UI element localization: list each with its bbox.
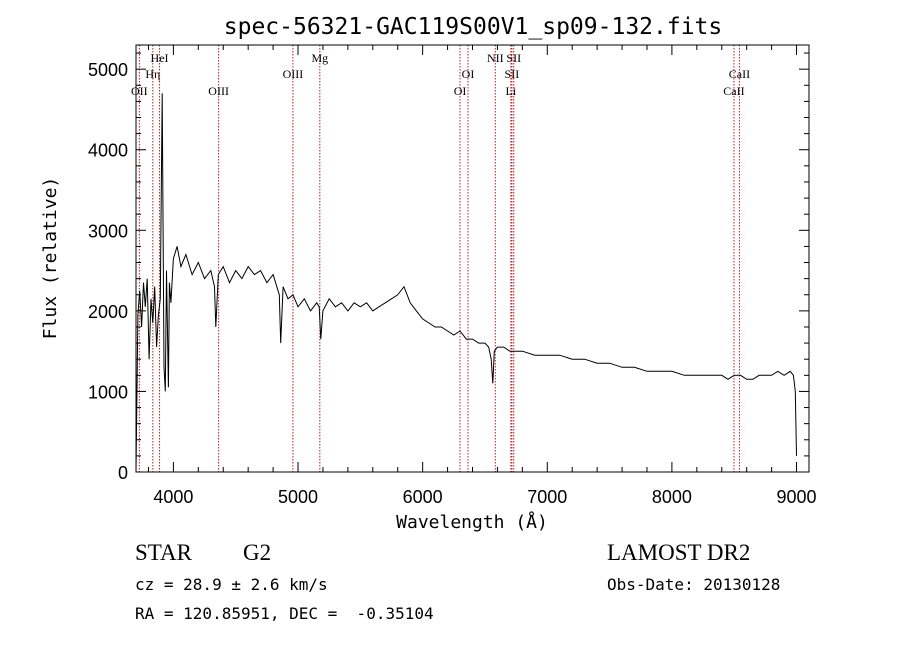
y-tick-label: 2000 xyxy=(88,302,128,322)
y-tick-label: 1000 xyxy=(88,382,128,402)
redshift-cz: cz = 28.9 ± 2.6 km/s xyxy=(135,575,328,594)
x-tick-label: 9000 xyxy=(777,487,817,507)
object-class: STAR xyxy=(135,540,192,565)
object-subclass: G2 xyxy=(243,540,272,565)
y-tick-label: 5000 xyxy=(88,60,128,80)
chart-title: spec-56321-GAC119S00V1_sp09-132.fits xyxy=(224,14,723,40)
line-label-1: Hη xyxy=(145,67,160,81)
line-label-9: SII xyxy=(505,67,520,81)
line-label-10: SII xyxy=(506,51,521,65)
line-label-13: CaII xyxy=(729,67,750,81)
spectrum-line xyxy=(135,93,797,473)
x-tick-label: 4000 xyxy=(153,487,193,507)
line-label-5: Mg xyxy=(311,51,328,65)
observation-date: Obs-Date: 20130128 xyxy=(607,575,781,594)
line-label-4: OIII xyxy=(283,67,304,81)
axis-ticks: 4000 5000 6000 7000 8000 9000 0 1000 2000 3000 400… xyxy=(88,45,817,507)
x-tick-label: 7000 xyxy=(527,487,567,507)
line-label-2: HeI xyxy=(151,51,169,65)
line-label-0: OII xyxy=(131,84,148,98)
y-tick-label: 4000 xyxy=(88,141,128,161)
x-tick-label: 6000 xyxy=(403,487,443,507)
line-label-3: OIII xyxy=(208,84,229,98)
line-label-8: NII xyxy=(487,51,504,65)
x-tick-label: 8000 xyxy=(652,487,692,507)
coordinates: RA = 120.85951, DEC = -0.35104 xyxy=(135,604,434,623)
y-tick-label: 3000 xyxy=(88,221,128,241)
x-axis-label: Wavelength (Å) xyxy=(396,511,548,533)
plot-frame xyxy=(135,44,810,473)
y-axis-label: Flux (relative) xyxy=(40,177,61,340)
y-tick-label: 0 xyxy=(118,463,128,483)
line-label-11: Li xyxy=(506,84,517,98)
survey-name: LAMOST DR2 xyxy=(607,540,751,565)
line-label-7: OI xyxy=(462,67,475,81)
line-label-6: OI xyxy=(454,84,467,98)
x-tick-label: 5000 xyxy=(278,487,318,507)
line-label-12: CaII xyxy=(723,84,744,98)
